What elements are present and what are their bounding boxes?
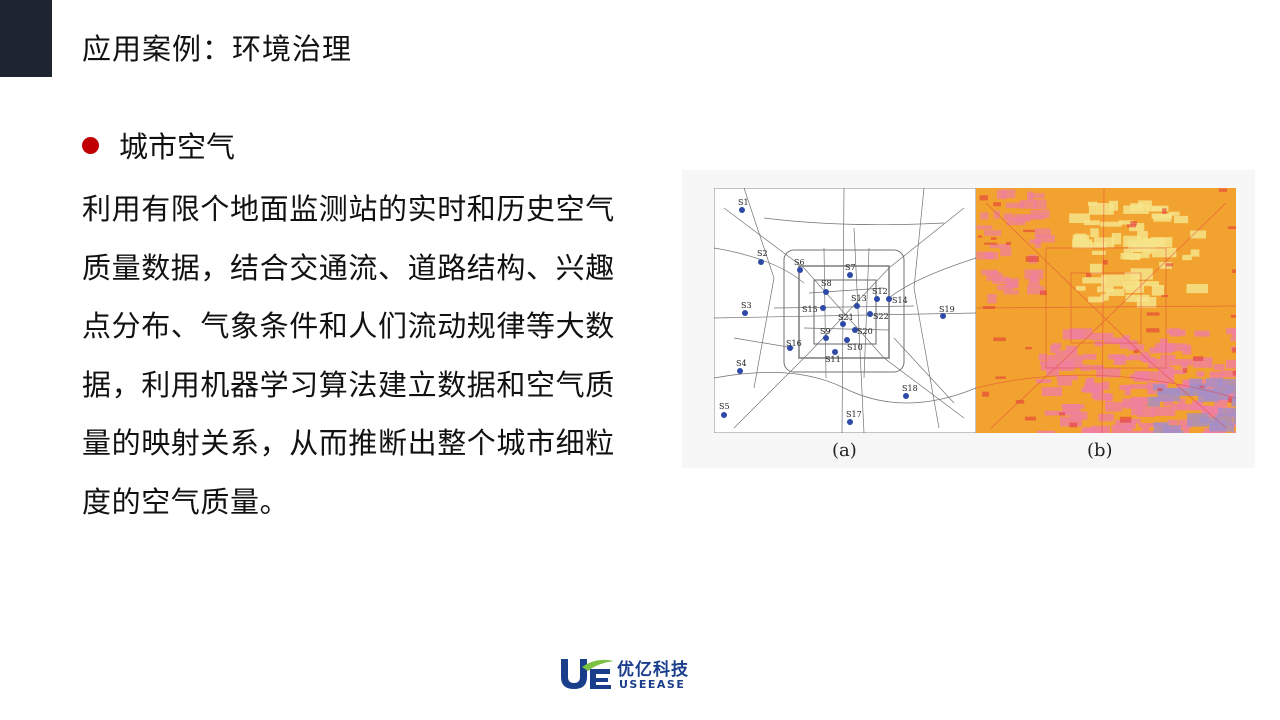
station-markers: S1 S2 S3 S4 S5 S6 S7 S8 S9 S10 S11 S12 S… [719,198,955,425]
useease-logo-icon [561,659,614,689]
bullet-dot-icon [82,136,99,154]
station-label: S12 [872,287,888,296]
slide-title: 应用案例：环境治理 [82,32,353,66]
station-label: S1 [738,198,749,207]
station-label: S21 [838,313,854,322]
station-label: S6 [794,258,805,267]
station-label: S20 [857,327,873,336]
station-label: S8 [821,279,832,288]
logo-name-en: USEEASE [619,678,686,691]
station-label: S4 [736,359,747,368]
caption-a: (a) [832,440,857,461]
station-map-image: S1 S2 S3 S4 S5 S6 S7 S8 S9 S10 S11 S12 S… [714,188,976,433]
body-paragraph: 利用有限个地面监测站的实时和历史空气 质量数据，结合交通流、道路结构、兴趣 点分… [82,192,615,519]
station-label: S16 [786,339,802,348]
station-label: S17 [846,410,862,419]
station-label: S19 [939,305,955,314]
caption-b: (b) [1087,440,1113,461]
bullet-label: 城市空气 [119,130,236,164]
station-label: S13 [851,294,867,303]
station-label: S14 [892,296,908,305]
bullet-item: 城市空气 [82,124,235,166]
corner-accent-block [0,0,52,77]
station-label: S3 [741,301,752,310]
station-label: S2 [757,249,768,258]
station-label: S18 [902,384,918,393]
station-label: S22 [873,312,889,321]
station-label: S10 [847,343,863,352]
logo-name-cn: 优亿科技 [617,660,689,680]
station-label: S15 [802,305,818,314]
station-label: S9 [820,327,831,336]
station-label: S11 [825,355,841,364]
air-quality-heatmap-image [976,188,1236,433]
station-label: S7 [845,263,856,272]
station-label: S5 [719,402,730,411]
